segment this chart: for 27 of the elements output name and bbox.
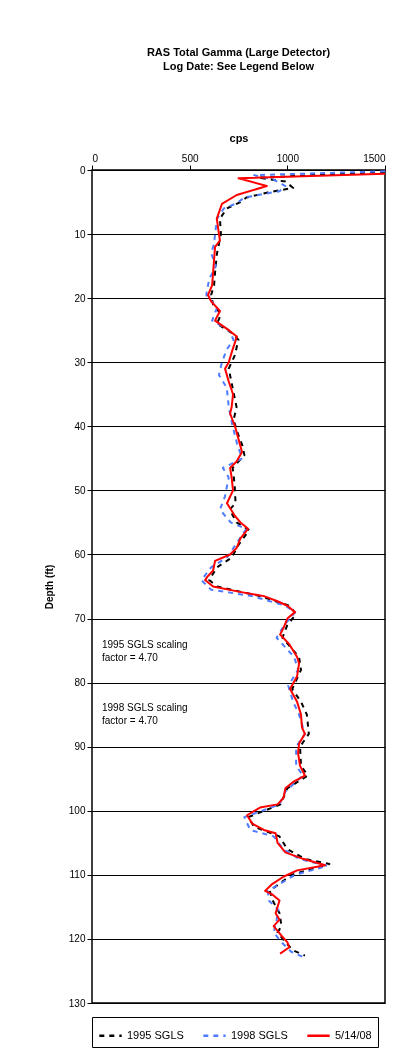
annotation: 1995 SGLS scaling factor = 4.70 [102,639,188,663]
y-tick-label: 10 [74,228,86,240]
chart-title: RAS Total Gamma (Large Detector) [146,46,331,58]
annotation: 1998 SGLS scaling factor = 4.70 [102,702,188,726]
y-tick-label: 120 [68,933,86,945]
y-tick-label: 50 [74,484,86,496]
y-tick-label: 80 [74,677,86,689]
legend-label: 1995 SGLS [127,1028,184,1041]
x-axis-title: cps [229,131,249,144]
x-tick-label: 0 [92,152,99,164]
legend-label: 1998 SGLS [231,1028,288,1041]
y-tick-label: 70 [74,613,86,625]
y-tick-label: 90 [74,741,86,753]
y-tick-label: 20 [74,292,86,304]
y-tick-label: 30 [74,356,86,368]
y-tick-label: 0 [79,164,86,176]
x-tick-label: 500 [181,152,199,164]
y-tick-label: 130 [68,997,86,1009]
y-tick-label: 60 [74,548,86,560]
y-tick-label: 100 [68,805,86,817]
legend-label: 5/14/08 [335,1028,372,1041]
x-tick-label: 1500 [363,152,386,164]
y-tick-label: 40 [74,420,86,432]
y-tick-label: 110 [69,869,86,881]
x-tick-label: 1000 [276,152,300,164]
chart-subtitle: Log Date: See Legend Below [163,60,315,72]
y-axis-title: Depth (ft) [43,564,55,610]
